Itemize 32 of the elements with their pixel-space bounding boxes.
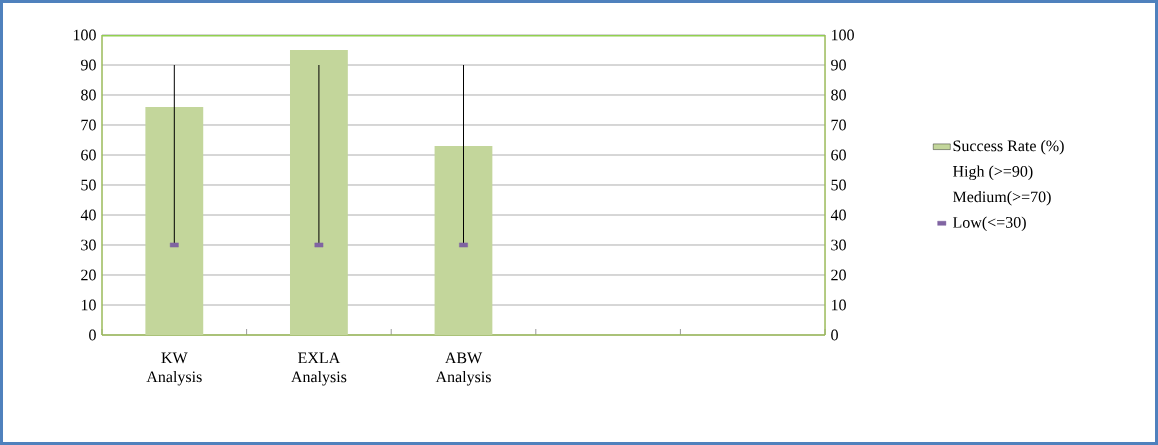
y-tick-label: 50: [81, 179, 96, 191]
bar: [145, 107, 204, 335]
y2-tick-label: 10: [831, 299, 846, 311]
y2-tick-label: 100: [831, 29, 854, 41]
y-tick-label: 100: [73, 29, 96, 41]
y2-tick-label: 40: [830, 209, 846, 221]
legend-label: Low(<=30): [952, 216, 1026, 232]
y2-tick-label: 30: [831, 239, 846, 251]
y2-tick-label: 80: [831, 89, 846, 101]
x-tick-label: ABW Analysis: [435, 352, 491, 386]
legend-label: Success Rate (%): [953, 140, 1064, 155]
y-tick-label: 0: [89, 329, 96, 341]
y-tick-label: 30: [81, 239, 96, 251]
y2-tick-label: 20: [831, 269, 846, 281]
y2-tick-label: 60: [831, 149, 846, 161]
y-tick-label: 10: [81, 299, 96, 311]
bar: [289, 50, 348, 335]
bar: [434, 146, 493, 335]
y-tick-label: 40: [80, 209, 96, 221]
x-tick-label: EXLA Analysis: [291, 352, 347, 386]
y2-tick-label: 70: [831, 119, 846, 131]
y-tick-label: 20: [81, 269, 96, 281]
text: Medium(>=70): [952, 191, 1051, 206]
y2-tick-label: 50: [831, 179, 846, 191]
y-tick-label: 80: [81, 89, 96, 101]
y-tick-label: 90: [80, 59, 96, 71]
y-tick-label: 70: [81, 119, 96, 131]
y2-tick-label: 0: [831, 329, 838, 341]
text: High (>=90): [952, 165, 1033, 181]
x-tick-label: KW Analysis: [146, 352, 202, 386]
y2-tick-label: 90: [831, 59, 846, 71]
y-tick-label: 60: [81, 149, 96, 161]
